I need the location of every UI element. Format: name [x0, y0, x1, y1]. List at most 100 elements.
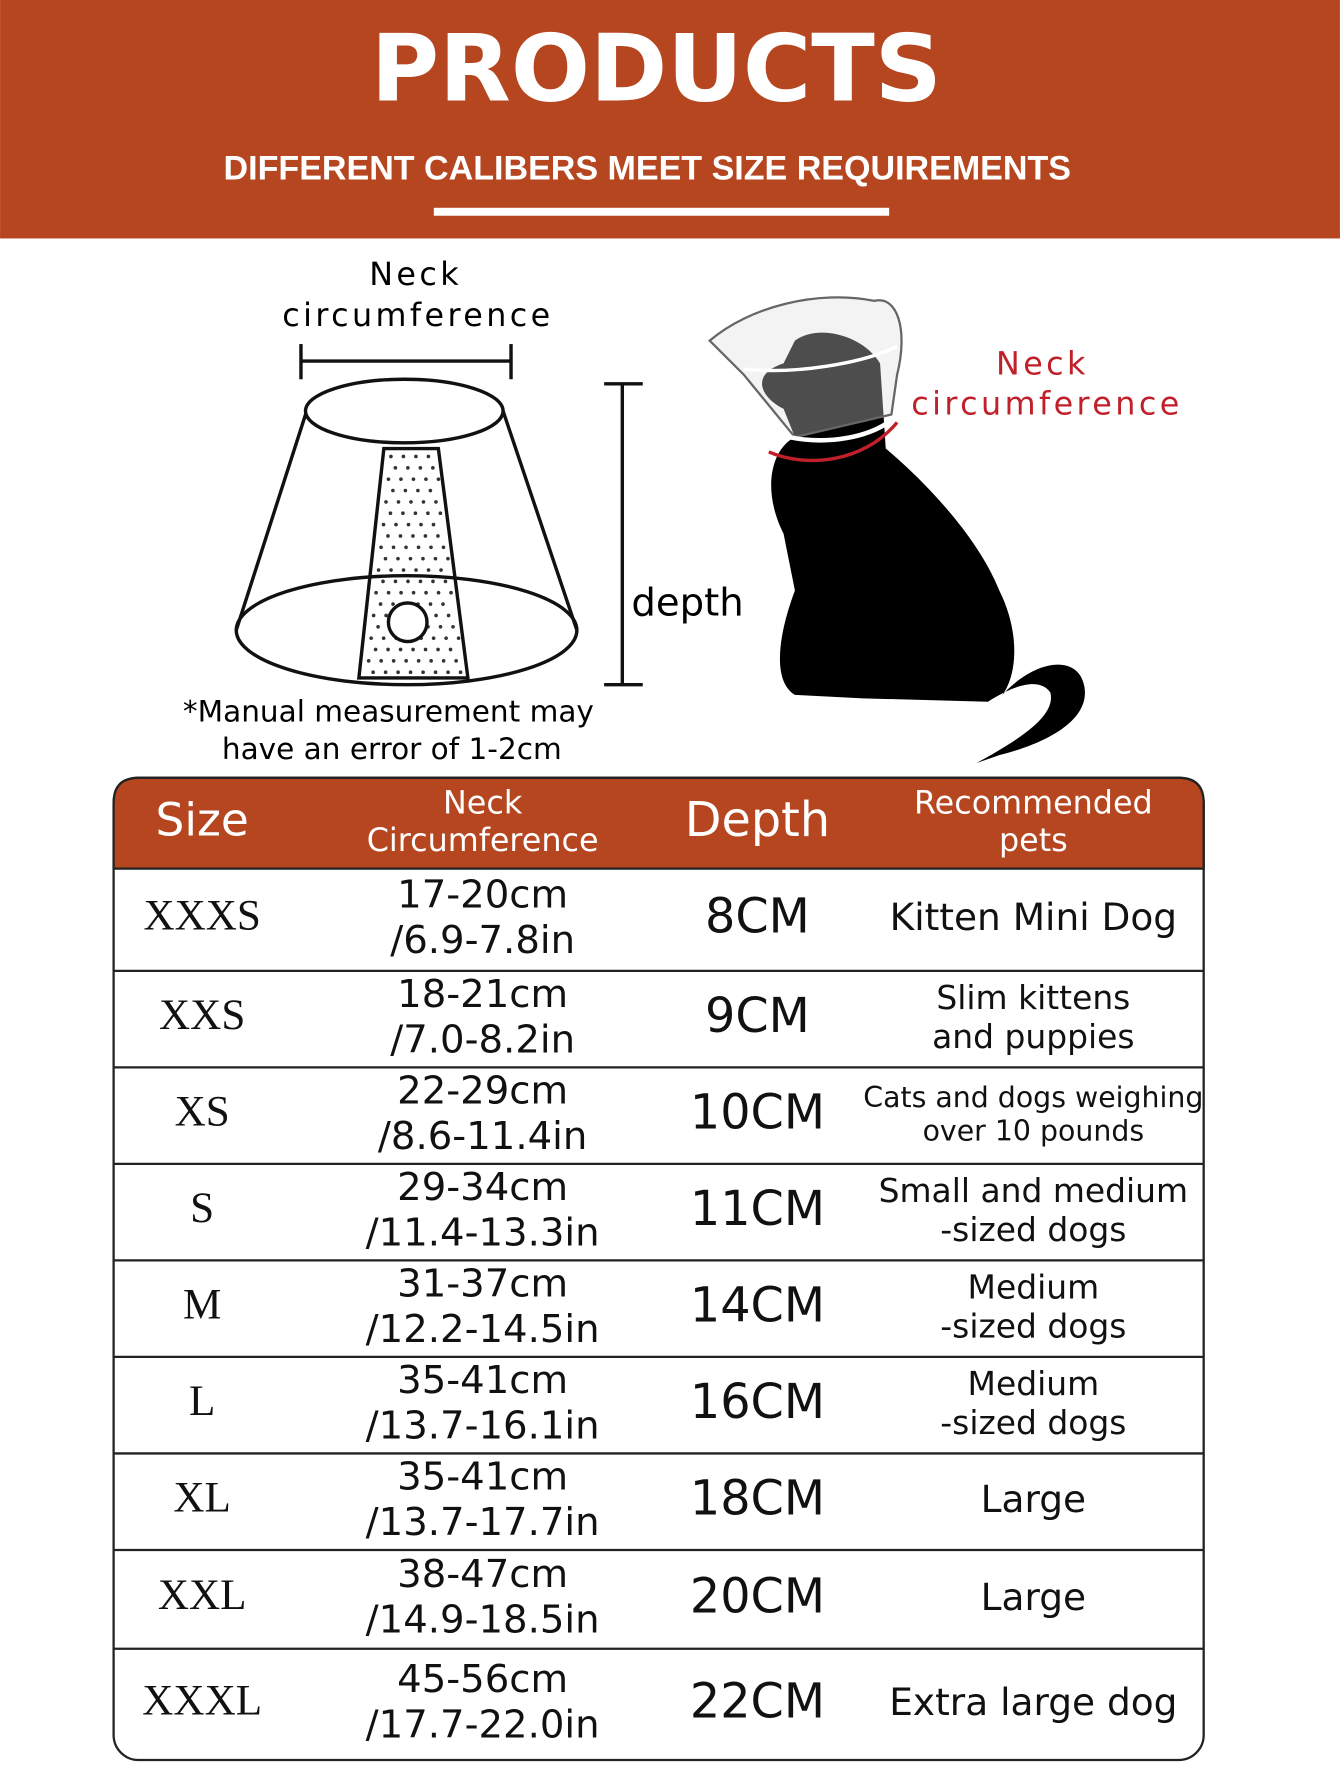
- table-cell: Slim kittens: [936, 978, 1130, 1017]
- dot: [403, 488, 408, 493]
- subtitle: DIFFERENT CALIBERS MEET SIZE REQUIREMENT…: [224, 149, 1071, 187]
- underline: [433, 207, 890, 216]
- table-cell: 38-47cm: [397, 1552, 568, 1597]
- dot: [408, 556, 413, 561]
- table-cell: Small and medium: [879, 1171, 1188, 1210]
- dot: [428, 488, 433, 493]
- dot: [441, 545, 446, 550]
- dog-label: circumference: [911, 385, 1182, 422]
- dot: [398, 534, 403, 538]
- dot: [394, 522, 398, 527]
- dot: [406, 579, 410, 584]
- dot: [401, 568, 406, 572]
- dot: [381, 579, 385, 584]
- dot: [376, 568, 381, 572]
- dot: [396, 500, 401, 504]
- cone-illustration: [234, 344, 643, 687]
- table-cell: 9CM: [705, 989, 810, 1044]
- dot: [434, 613, 438, 618]
- table-cell: -sized dogs: [940, 1307, 1126, 1346]
- dot: [429, 659, 433, 663]
- dot: [426, 568, 431, 572]
- dot: [446, 613, 451, 618]
- dot: [371, 670, 375, 675]
- table-cell: 20CM: [690, 1569, 825, 1624]
- table-cell: 35-41cm: [397, 1358, 568, 1403]
- dot: [406, 466, 410, 470]
- dot: [429, 545, 433, 550]
- dot: [391, 602, 395, 606]
- dot: [431, 636, 436, 640]
- dog-label: Neck: [996, 346, 1089, 383]
- dot: [378, 602, 383, 606]
- table-cell: Cats and dogs weighing: [863, 1081, 1203, 1114]
- table-cell: 29-34cm: [397, 1165, 568, 1210]
- dot: [444, 636, 448, 640]
- table-cell: 31-37cm: [397, 1261, 568, 1306]
- dot: [454, 659, 458, 663]
- size-cell: XXXS: [143, 893, 260, 940]
- header-cell: Depth: [685, 793, 830, 848]
- dot: [391, 488, 395, 493]
- dot: [423, 534, 428, 538]
- table-cell: 16CM: [690, 1375, 825, 1430]
- dot: [388, 511, 393, 516]
- table-cell: /6.9-7.8in: [390, 918, 575, 963]
- dot: [386, 534, 390, 538]
- cone-label: circumference: [282, 297, 553, 334]
- dot: [406, 522, 411, 527]
- table-cell: Medium: [968, 1364, 1100, 1403]
- dot: [419, 522, 423, 527]
- note: *Manual measurement may: [183, 695, 594, 729]
- dot: [456, 636, 461, 640]
- dot: [398, 647, 403, 652]
- dot: [408, 670, 413, 675]
- dot: [441, 659, 446, 663]
- title: PRODUCTS: [371, 14, 942, 122]
- depth-label: depth: [631, 581, 743, 626]
- table-cell: /13.7-16.1in: [366, 1403, 600, 1448]
- table-cell: 22-29cm: [397, 1068, 568, 1113]
- dot: [393, 579, 398, 584]
- size-cell: XXL: [158, 1572, 247, 1619]
- dot: [436, 647, 440, 652]
- dot: [401, 454, 406, 459]
- header-band: [0, 0, 1340, 239]
- size-cell: L: [189, 1378, 215, 1425]
- table-cell: /17.7-22.0in: [366, 1703, 600, 1748]
- dot: [438, 511, 443, 516]
- dot: [451, 624, 455, 629]
- dot: [421, 670, 425, 675]
- dot: [386, 647, 390, 652]
- dot: [438, 624, 443, 629]
- dot: [411, 477, 416, 481]
- dot: [436, 590, 441, 595]
- dot: [439, 568, 443, 572]
- dot: [413, 511, 418, 516]
- dot: [381, 522, 386, 527]
- dot: [441, 602, 445, 606]
- table-cell: -sized dogs: [940, 1210, 1126, 1249]
- dot: [369, 636, 373, 640]
- dot: [421, 500, 426, 504]
- dot: [366, 659, 371, 663]
- table-cell: 10CM: [690, 1086, 825, 1141]
- table-cell: 18-21cm: [397, 972, 568, 1017]
- dot: [424, 590, 428, 595]
- dot: [411, 590, 416, 595]
- table-cell: Kitten Mini Dog: [890, 895, 1177, 939]
- note: have an error of 1-2cm: [222, 732, 562, 766]
- dot: [386, 590, 391, 595]
- table-cell: 8CM: [705, 890, 810, 945]
- table-cell: /13.7-17.7in: [366, 1500, 600, 1545]
- dot: [371, 613, 376, 618]
- dot: [411, 647, 415, 652]
- dot: [383, 556, 388, 561]
- dot: [434, 500, 438, 504]
- dot: [446, 670, 450, 675]
- dot: [433, 556, 438, 561]
- dot: [443, 579, 448, 584]
- cone-label: Neck: [369, 256, 462, 293]
